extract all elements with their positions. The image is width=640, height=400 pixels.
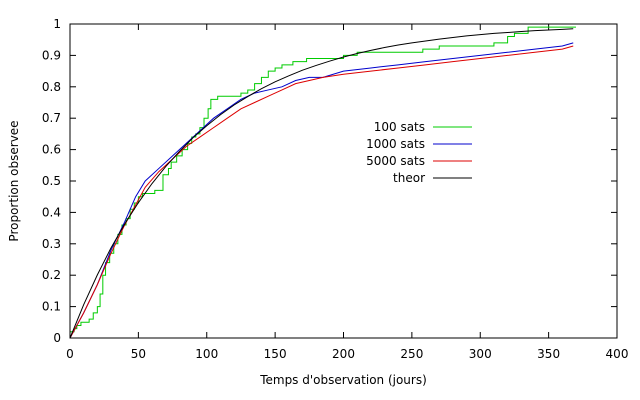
y-tick-label: 0.2 [42,268,61,282]
y-tick-label: 0.4 [42,205,61,219]
y-tick-label: 0.7 [42,111,61,125]
x-tick-label: 300 [469,347,492,361]
series-line-1 [69,42,574,339]
series-lines [69,26,576,339]
series-line-0 [70,26,576,333]
series-line-3 [69,28,574,339]
x-axis-label: Temps d'observation (jours) [259,373,427,387]
x-tick-label: 350 [537,347,560,361]
y-tick-label: 0.5 [42,174,61,188]
x-tick-label: 0 [66,347,74,361]
x-tick-label: 400 [606,347,629,361]
x-tick-label: 100 [195,347,218,361]
x-tick-label: 250 [400,347,423,361]
y-axis-label: Proportion observee [7,120,21,241]
legend-label: 100 sats [374,120,425,134]
y-tick-label: 0 [53,331,61,345]
plot-frame [69,23,618,339]
y-tick-label: 1 [53,17,61,31]
legend-label: 5000 sats [366,154,425,168]
legend: 100 sats 1000 sats 5000 sats theor [366,120,472,185]
series-line-2 [69,45,574,339]
y-tick-label: 0.8 [42,80,61,94]
x-tick-label: 50 [131,347,146,361]
legend-label: 1000 sats [366,137,425,151]
y-tick-label: 0.9 [42,48,61,62]
legend-label: theor [393,171,425,185]
y-tick-label: 0.1 [42,300,61,314]
y-tick-label: 0.3 [42,237,61,251]
tick-labels: 0 50 100 150 200 250 300 350 400 0 0.1 0.2 0.3 0.4 0.5… [42,17,629,361]
x-tick-label: 200 [332,347,355,361]
x-tick-label: 150 [264,347,287,361]
y-tick-label: 0.6 [42,143,61,157]
